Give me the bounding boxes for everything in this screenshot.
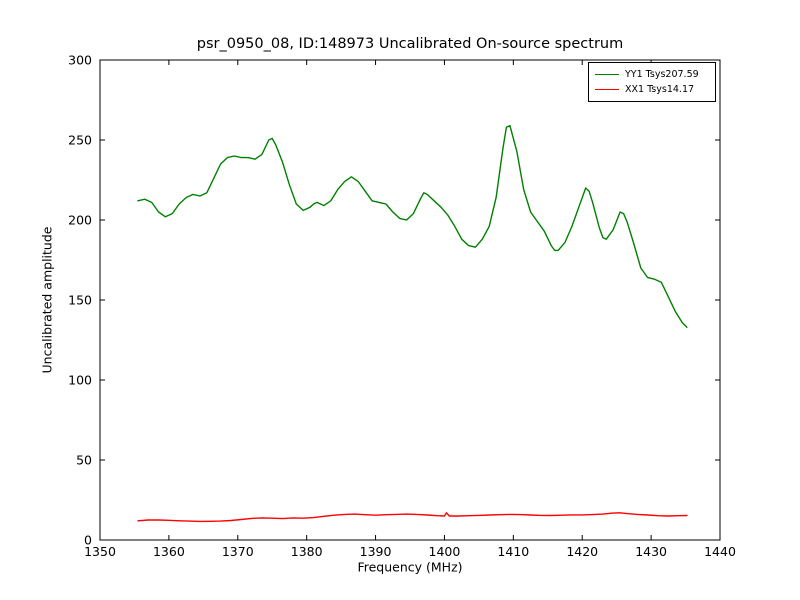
plot-frame: [99, 59, 721, 541]
x-tick-label: 1380: [291, 544, 323, 559]
legend: YY1 Tsys207.59 XX1 Tsys14.17: [588, 62, 716, 102]
x-tick-label: 1400: [429, 544, 461, 559]
x-tick-label: 1370: [222, 544, 254, 559]
x-tick-label: 1360: [153, 544, 185, 559]
x-tick-label: 1440: [704, 544, 736, 559]
legend-line-sample: [595, 89, 619, 90]
y-axis-label: Uncalibrated amplitude: [39, 226, 55, 374]
legend-label: XX1 Tsys14.17: [625, 84, 695, 95]
legend-entry-yy1: YY1 Tsys207.59: [595, 67, 709, 82]
x-tick-label: 1390: [360, 544, 392, 559]
x-tick-label: 1350: [84, 544, 116, 559]
series-line-xx1: [137, 512, 688, 523]
y-tick-label: 200: [68, 213, 92, 228]
series-line-yy1: [137, 124, 688, 328]
legend-line-sample: [595, 74, 619, 75]
x-axis-label: Frequency (MHz): [357, 559, 463, 575]
y-tick-label: 250: [68, 133, 92, 148]
plot-title: psr_0950_08, ID:148973 Uncalibrated On-s…: [196, 36, 624, 52]
y-tick-label: 50: [76, 453, 92, 468]
x-tick-label: 1430: [635, 544, 667, 559]
y-tick-label: 150: [68, 293, 92, 308]
x-tick-label: 1420: [566, 544, 598, 559]
y-tick-label: 300: [68, 53, 92, 68]
legend-label: YY1 Tsys207.59: [625, 69, 699, 80]
y-tick-label: 0: [84, 533, 92, 548]
legend-entry-xx1: XX1 Tsys14.17: [595, 82, 709, 97]
y-tick-label: 100: [68, 373, 92, 388]
x-tick-label: 1410: [497, 544, 529, 559]
